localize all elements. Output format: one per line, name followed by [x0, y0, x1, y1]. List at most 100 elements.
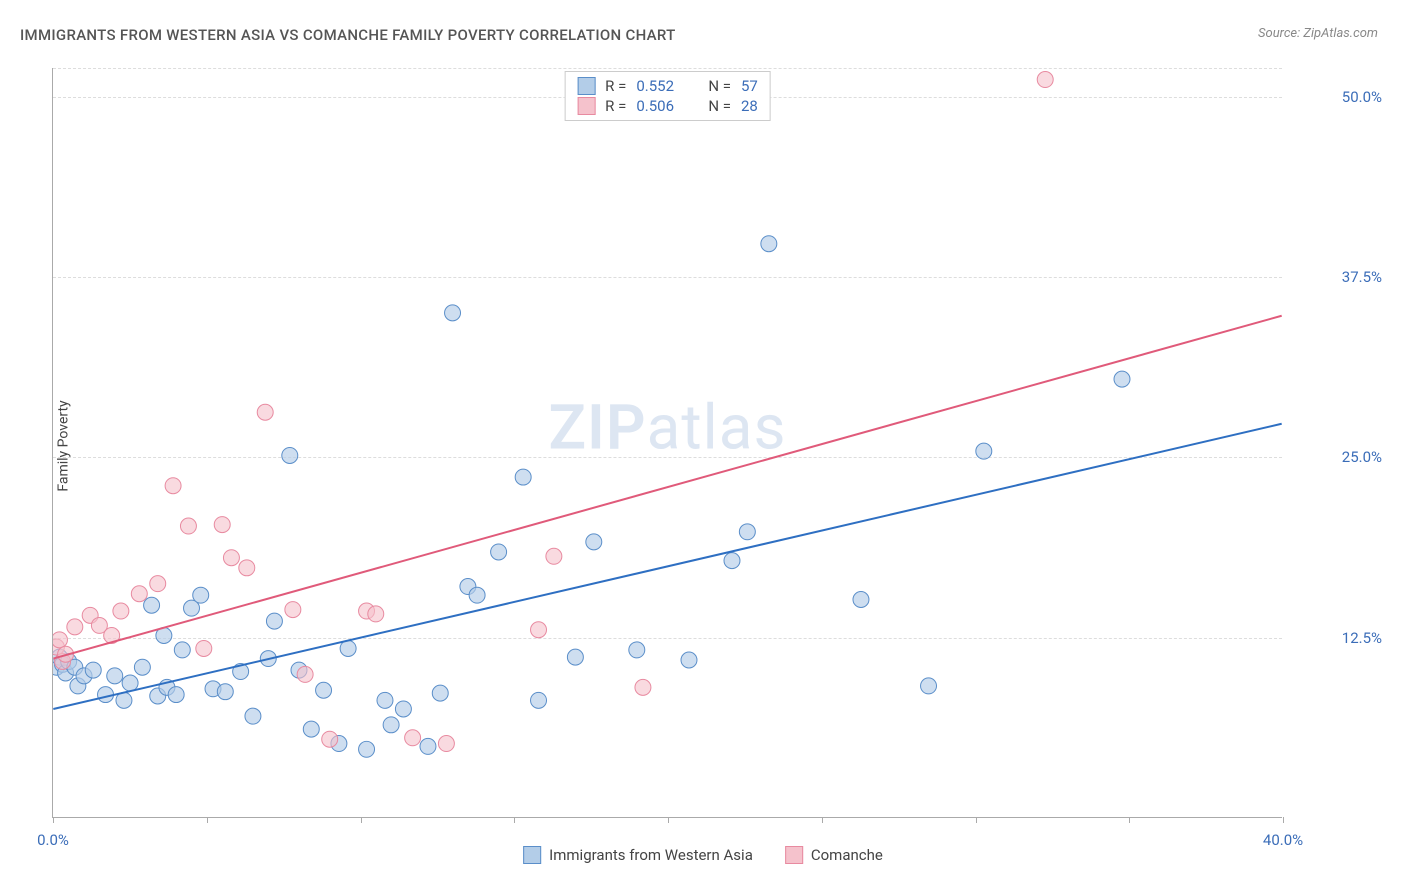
data-point — [113, 603, 129, 619]
data-point — [445, 305, 461, 321]
x-tick — [1129, 817, 1130, 823]
data-point — [331, 736, 347, 752]
x-tick — [1283, 817, 1284, 823]
series-legend: Immigrants from Western Asia Comanche — [523, 846, 883, 864]
data-point — [67, 659, 83, 675]
data-point — [217, 684, 233, 700]
data-point — [122, 675, 138, 691]
data-point — [107, 668, 123, 684]
data-point — [91, 617, 107, 633]
data-point — [61, 653, 77, 669]
data-point — [257, 404, 273, 420]
data-point — [165, 478, 181, 494]
source-attribution: Source: ZipAtlas.com — [1258, 26, 1378, 41]
data-point — [245, 708, 261, 724]
data-point — [383, 717, 399, 733]
data-point — [55, 656, 71, 672]
data-point — [98, 687, 114, 703]
trend-line — [53, 316, 1281, 659]
data-point — [223, 550, 239, 566]
data-point — [266, 613, 282, 629]
data-point — [567, 649, 583, 665]
data-point — [184, 600, 200, 616]
x-tick — [822, 817, 823, 823]
swatch-pink — [577, 97, 595, 115]
x-tick — [668, 817, 669, 823]
data-point — [156, 628, 172, 644]
data-point — [104, 628, 120, 644]
data-point — [303, 721, 319, 737]
data-point — [180, 518, 196, 534]
data-point — [1037, 72, 1053, 88]
data-point — [70, 678, 86, 694]
correlation-legend: R = 0.552 N = 57 R = 0.506 N = 28 — [564, 71, 771, 121]
data-point — [131, 586, 147, 602]
data-point — [159, 679, 175, 695]
data-point — [168, 687, 184, 703]
legend-row-series-2: R = 0.506 N = 28 — [577, 96, 758, 116]
data-point — [546, 548, 562, 564]
gridline — [53, 638, 1282, 639]
chart-title: IMMIGRANTS FROM WESTERN ASIA VS COMANCHE… — [20, 26, 676, 44]
legend-row-series-1: R = 0.552 N = 57 — [577, 76, 758, 96]
data-point — [531, 692, 547, 708]
data-point — [761, 236, 777, 252]
gridline — [53, 277, 1282, 278]
swatch-blue — [523, 846, 541, 864]
data-point — [55, 653, 71, 669]
data-point — [193, 587, 209, 603]
data-point — [144, 597, 160, 613]
x-tick — [361, 817, 362, 823]
data-point — [359, 603, 375, 619]
x-tick — [53, 817, 54, 823]
data-point — [67, 619, 83, 635]
x-tick-label: 0.0% — [37, 831, 69, 849]
data-point — [239, 560, 255, 576]
data-point — [174, 642, 190, 658]
data-point — [150, 688, 166, 704]
data-point — [853, 592, 869, 608]
data-point — [635, 679, 651, 695]
data-point — [469, 587, 485, 603]
plot-area: ZIPatlas 12.5%25.0%37.5%50.0% 0.0%40.0% … — [52, 68, 1282, 818]
legend-label: Comanche — [811, 846, 883, 864]
data-point — [53, 632, 67, 648]
data-point — [116, 692, 132, 708]
scatter-svg — [53, 68, 1282, 817]
data-point — [53, 659, 64, 675]
data-point — [921, 678, 937, 694]
data-point — [432, 685, 448, 701]
data-point — [359, 741, 375, 757]
x-tick — [207, 817, 208, 823]
trend-line — [53, 424, 1281, 709]
data-point — [85, 662, 101, 678]
data-point — [420, 738, 436, 754]
legend-item-1: Immigrants from Western Asia — [523, 846, 753, 864]
data-point — [76, 668, 92, 684]
swatch-pink — [785, 846, 803, 864]
data-point — [53, 639, 64, 655]
data-point — [233, 664, 249, 680]
x-tick — [514, 817, 515, 823]
legend-item-2: Comanche — [785, 846, 883, 864]
legend-label: Immigrants from Western Asia — [549, 846, 753, 864]
data-point — [377, 692, 393, 708]
data-point — [368, 606, 384, 622]
data-point — [150, 576, 166, 592]
data-point — [491, 544, 507, 560]
data-point — [58, 646, 74, 662]
data-point — [586, 534, 602, 550]
data-point — [322, 731, 338, 747]
x-tick-label: 40.0% — [1263, 831, 1303, 849]
data-point — [531, 622, 547, 638]
data-point — [205, 681, 221, 697]
data-point — [739, 524, 755, 540]
data-point — [134, 659, 150, 675]
swatch-blue — [577, 77, 595, 95]
data-point — [291, 662, 307, 678]
data-point — [260, 651, 276, 667]
chart-container: IMMIGRANTS FROM WESTERN ASIA VS COMANCHE… — [0, 0, 1406, 892]
data-point — [405, 730, 421, 746]
data-point — [395, 701, 411, 717]
y-tick-label: 50.0% — [1292, 88, 1382, 106]
